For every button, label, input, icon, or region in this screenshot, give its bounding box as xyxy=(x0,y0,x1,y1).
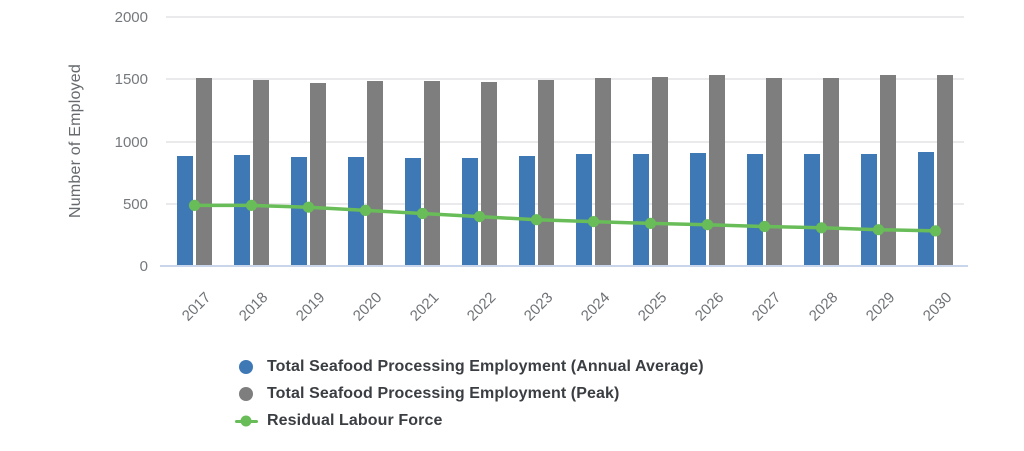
line-point-2017 xyxy=(188,199,201,211)
bar-annual-average-2027 xyxy=(747,153,763,265)
x-axis-label-2026: 2026 xyxy=(691,289,728,325)
x-axis-label-2029: 2029 xyxy=(862,289,899,325)
bar-peak-2024 xyxy=(595,78,611,265)
legend-line-marker-icon xyxy=(234,415,258,427)
bar-peak-2025 xyxy=(652,77,668,265)
gridline-1500 xyxy=(166,78,964,81)
bar-peak-2019 xyxy=(310,83,326,265)
bar-annual-average-2028 xyxy=(804,153,820,265)
x-axis-label-2027: 2027 xyxy=(748,289,785,325)
x-axis-label-2020: 2020 xyxy=(349,289,386,325)
line-point-2024 xyxy=(587,216,600,228)
line-point-2023 xyxy=(530,214,543,226)
residual-labour-force-line xyxy=(194,203,936,233)
line-series-layer xyxy=(188,199,942,237)
legend-item-total-seafood-processing-employment-peak: Total Seafood Processing Employment (Pea… xyxy=(234,385,704,403)
legend-circle-marker-icon xyxy=(239,360,253,374)
bar-annual-average-2026 xyxy=(690,152,706,265)
x-axis-label-2028: 2028 xyxy=(805,289,842,325)
bar-peak-2028 xyxy=(823,77,839,265)
bar-annual-average-2019 xyxy=(291,157,307,265)
bar-peak-2026 xyxy=(709,75,725,265)
bar-annual-average-2023 xyxy=(519,156,535,265)
x-axis-label-2025: 2025 xyxy=(634,289,671,325)
x-axis-label-2017: 2017 xyxy=(178,289,215,325)
gridline-500 xyxy=(166,202,964,205)
legend-item-total-seafood-processing-employment-annual-average: Total Seafood Processing Employment (Ann… xyxy=(234,358,704,376)
line-point-2029 xyxy=(872,224,885,236)
legend-label: Total Seafood Processing Employment (Ann… xyxy=(267,358,704,375)
y-tick-label-0: 0 xyxy=(139,258,148,275)
bar-annual-average-2030 xyxy=(918,151,934,265)
legend: Total Seafood Processing Employment (Ann… xyxy=(234,358,704,439)
bar-peak-2018 xyxy=(253,79,269,265)
line-point-2018 xyxy=(245,199,258,211)
bar-peak-2020 xyxy=(367,81,383,265)
x-axis-label-2019: 2019 xyxy=(292,289,329,325)
line-point-2026 xyxy=(701,219,714,231)
gridline-1000 xyxy=(166,140,964,143)
bar-peak-2017 xyxy=(196,77,212,265)
bar-annual-average-2022 xyxy=(462,157,478,265)
line-point-2021 xyxy=(416,207,429,220)
bar-peak-2022 xyxy=(481,82,497,265)
line-point-2020 xyxy=(359,204,372,216)
x-axis-label-2024: 2024 xyxy=(577,289,614,325)
y-tick-label-1000: 1000 xyxy=(114,133,148,151)
x-axis-label-2021: 2021 xyxy=(406,289,443,325)
bar-peak-2030 xyxy=(937,75,953,265)
y-tick-label-1500: 1500 xyxy=(114,71,148,89)
y-tick-label-2000: 2000 xyxy=(114,9,148,26)
gridline-2000 xyxy=(166,16,964,18)
line-point-2019 xyxy=(302,201,315,213)
x-axis-label-2023: 2023 xyxy=(520,289,557,325)
legend-circle-marker-icon xyxy=(239,387,253,401)
bar-annual-average-2025 xyxy=(633,153,649,265)
x-axis-baseline xyxy=(160,265,968,267)
bar-peak-2029 xyxy=(880,75,896,265)
x-axis-label-2018: 2018 xyxy=(235,289,272,325)
bar-annual-average-2024 xyxy=(576,154,592,265)
bar-annual-average-2017 xyxy=(177,156,193,265)
line-point-2022 xyxy=(473,211,486,223)
bar-annual-average-2018 xyxy=(234,155,250,265)
x-axis-label-2030: 2030 xyxy=(919,289,956,325)
bar-peak-2021 xyxy=(424,81,440,265)
line-point-2030 xyxy=(929,225,942,237)
bar-annual-average-2029 xyxy=(861,153,877,265)
plot-area xyxy=(160,16,968,267)
line-point-2028 xyxy=(815,222,828,234)
line-point-2027 xyxy=(758,220,771,233)
legend-label: Total Seafood Processing Employment (Pea… xyxy=(267,385,620,402)
y-tick-label-500: 500 xyxy=(122,195,148,213)
legend-item-residual-labour-force: Residual Labour Force xyxy=(234,412,704,430)
line-point-2025 xyxy=(644,217,657,229)
x-axis-label-2022: 2022 xyxy=(463,289,500,325)
legend-label: Residual Labour Force xyxy=(267,412,443,429)
bar-peak-2027 xyxy=(766,77,782,265)
